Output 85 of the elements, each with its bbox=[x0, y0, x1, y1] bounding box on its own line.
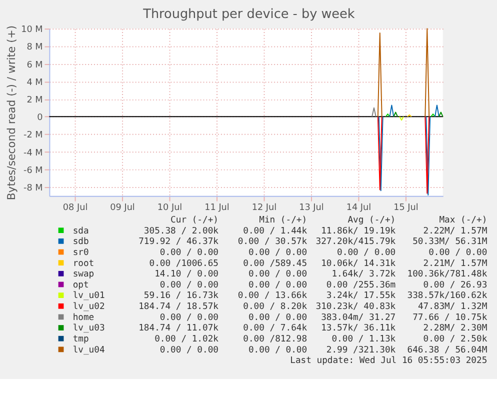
text: 0.00 / 0.00 bbox=[428, 248, 488, 258]
text: Max (-/+) bbox=[439, 215, 488, 226]
text: 646.38 / 56.04M bbox=[407, 345, 488, 356]
text: 0.00 /812.98 bbox=[243, 334, 308, 345]
text: 2.99 /321.30k bbox=[326, 345, 396, 356]
text: 0.00 /589.45 bbox=[243, 258, 308, 269]
x-tick-label: 12 Jul bbox=[252, 203, 277, 214]
text: 327.20k/415.79k bbox=[316, 237, 396, 248]
text: 0.00 / 0.00 bbox=[248, 345, 308, 356]
text: 77.66 / 10.75k bbox=[412, 312, 488, 323]
text: 310.23k/ 40.83k bbox=[316, 302, 396, 312]
text: 0.00 / 1.44k bbox=[243, 226, 308, 236]
text: 0.00 / 13.66k bbox=[238, 291, 308, 302]
y-tick-label: -4 M bbox=[24, 148, 43, 158]
text: 0.00 / 30.57k bbox=[238, 237, 308, 248]
text: 0.00 / 26.93 bbox=[423, 280, 488, 290]
x-tick-label: 10 Jul bbox=[157, 203, 182, 214]
legend-label: opt bbox=[72, 280, 89, 290]
text: 0.00 / 2.50k bbox=[423, 334, 488, 345]
text: 184.74 / 18.57k bbox=[138, 302, 220, 312]
text: 2.28M/ 2.30M bbox=[423, 324, 488, 334]
text: 0.00 / 1.02k bbox=[154, 334, 220, 345]
text: Last update: Wed Jul 16 05:55:03 2025 bbox=[290, 356, 488, 366]
text: 2.21M/ 1.57M bbox=[423, 258, 488, 269]
legend-label: sdb bbox=[72, 237, 89, 248]
text: 0.00 / 8.20k bbox=[243, 302, 308, 312]
text: 13.57k/ 36.11k bbox=[321, 324, 396, 334]
text: 305.38 / 2.00k bbox=[144, 226, 220, 236]
text: 14.10 / 0.00 bbox=[154, 270, 218, 280]
text: 100.36k/781.48k bbox=[407, 270, 488, 280]
text: 47.83M/ 1.32M bbox=[418, 302, 488, 312]
text: 0.00 / 0.00 bbox=[160, 345, 218, 356]
text: 1.64k/ 3.72k bbox=[332, 270, 396, 280]
x-tick-label: 15 Jul bbox=[394, 203, 418, 214]
y-tick-label: 4 M bbox=[26, 78, 43, 88]
text: 719.92 / 46.37k bbox=[138, 237, 220, 248]
legend-label: lv_u01 bbox=[72, 291, 105, 302]
text: 0.00 / 1.13k bbox=[332, 334, 396, 345]
x-tick-label: 08 Jul bbox=[62, 203, 88, 214]
y-axis-title: Bytes/second read (-) / write (+) bbox=[5, 25, 18, 200]
text: 0.00 / 0.00 bbox=[160, 248, 218, 258]
text: 0.00 / 0.00 bbox=[248, 312, 308, 323]
text: 338.57k/160.62k bbox=[407, 291, 488, 302]
text: 0.00 / 0.00 bbox=[160, 312, 218, 323]
y-tick-label: 8 M bbox=[26, 42, 43, 53]
x-tick-label: 14 Jul bbox=[346, 203, 372, 214]
text: 59.16 / 16.73k bbox=[144, 291, 220, 302]
legend-label: root bbox=[72, 258, 94, 269]
text: 0.00 / 0.00 bbox=[248, 270, 308, 280]
legend-label: lv_u02 bbox=[72, 302, 105, 312]
y-tick-label: 2 M bbox=[26, 95, 43, 106]
y-tick-label: 10 M bbox=[21, 25, 43, 36]
text: 2.22M/ 1.57M bbox=[423, 226, 488, 236]
text: 0.00 / 0.00 bbox=[248, 248, 308, 258]
text: Min (-/+) bbox=[259, 215, 308, 226]
legend-label: tmp bbox=[72, 334, 89, 345]
text: 184.74 / 11.07k bbox=[138, 324, 220, 334]
text: 0.00 / 0.00 bbox=[337, 248, 396, 258]
text: 0.00 / 0.00 bbox=[248, 280, 308, 290]
legend-label: lv_u04 bbox=[72, 345, 105, 356]
y-tick-label: 6 M bbox=[26, 60, 43, 70]
text: Cur (-/+) bbox=[170, 215, 218, 226]
text: 0.00 /1006.65 bbox=[149, 258, 218, 269]
x-tick-label: 11 Jul bbox=[204, 203, 230, 214]
text: 383.04m/ 31.27 bbox=[321, 312, 396, 323]
legend-label: home bbox=[72, 312, 94, 323]
text: 11.86k/ 19.19k bbox=[321, 226, 396, 236]
y-tick-label: -2 M bbox=[24, 130, 43, 141]
text: Avg (-/+) bbox=[348, 215, 396, 226]
y-tick-label: 0 bbox=[37, 113, 44, 124]
text: 0.00 /255.36m bbox=[326, 280, 396, 290]
text: 3.24k/ 17.55k bbox=[326, 291, 396, 302]
text: 0.00 / 7.64k bbox=[243, 324, 308, 334]
y-tick-label: -6 M bbox=[24, 166, 43, 176]
legend-label: sda bbox=[72, 226, 89, 236]
y-tick-label: -8 M bbox=[24, 184, 43, 194]
chart-title: Throughput per device - by week bbox=[142, 6, 356, 22]
text: 0.00 / 0.00 bbox=[160, 280, 218, 290]
text: 10.06k/ 14.31k bbox=[321, 258, 396, 269]
x-tick-label: 09 Jul bbox=[110, 203, 135, 214]
legend-label: lv_u03 bbox=[72, 324, 105, 334]
legend-label: sr0 bbox=[72, 248, 89, 258]
legend-label: swap bbox=[72, 270, 94, 280]
x-tick-label: 13 Jul bbox=[299, 203, 324, 214]
text: 50.33M/ 56.31M bbox=[412, 237, 488, 248]
